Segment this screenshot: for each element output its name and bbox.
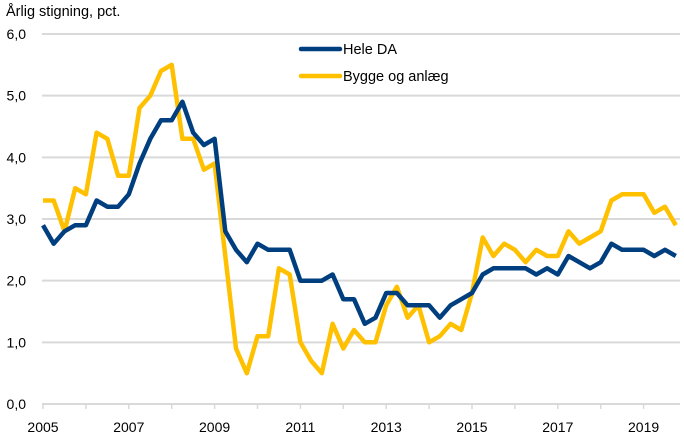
series-line-bygge-og-anlæg <box>43 62 678 376</box>
y-tick-label: 0,0 <box>7 396 27 412</box>
y-tick-label: 3,0 <box>7 211 27 227</box>
legend-label: Hele DA <box>343 42 397 58</box>
legend-label: Bygge og anlæg <box>343 69 449 85</box>
x-tick-label: 2009 <box>199 419 230 435</box>
x-tick-label: 2015 <box>456 419 487 435</box>
x-tick-label: 2005 <box>27 419 58 435</box>
x-tick-label: 2011 <box>285 419 315 435</box>
y-tick-label: 4,0 <box>7 149 27 165</box>
x-tick-label: 2017 <box>542 419 573 435</box>
y-tick-label: 6,0 <box>7 26 27 42</box>
y-tick-label: 5,0 <box>7 88 27 104</box>
x-tick-label: 2007 <box>113 419 144 435</box>
y-axis-title: Årlig stigning, pct. <box>6 4 121 20</box>
series-line-hele-da <box>41 99 677 327</box>
series-lines <box>41 62 678 376</box>
y-tick-label: 1,0 <box>7 334 27 350</box>
x-tick-label: 2013 <box>371 419 402 435</box>
legend: Hele DA Bygge og anlæg <box>298 42 449 85</box>
x-tick-label: 2019 <box>628 419 659 435</box>
y-axis-ticks: 0,0 1,0 2,0 3,0 4,0 5,0 6,0 <box>7 26 27 412</box>
x-axis: 2005 2007 2009 2011 2013 2015 2017 2019 <box>27 403 680 435</box>
y-tick-label: 2,0 <box>7 273 27 289</box>
gridlines <box>42 33 680 344</box>
